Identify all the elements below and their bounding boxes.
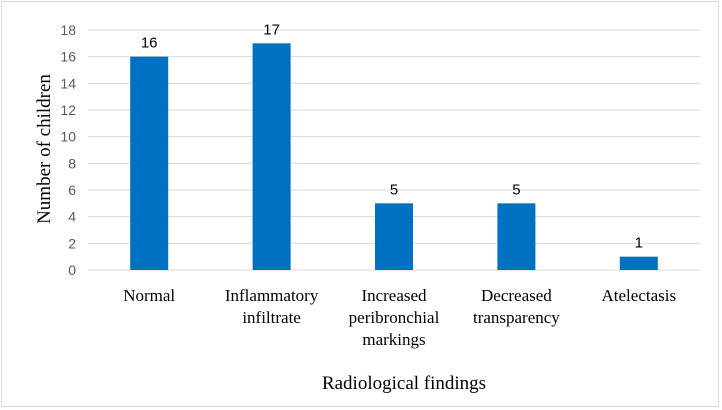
bar [252, 43, 291, 271]
bar [619, 256, 658, 270]
x-category-label: peribronchial [349, 308, 440, 327]
y-tick-label: 0 [68, 262, 76, 278]
x-axis-category-labels: Normal Inflammatory infiltrate Increased per… [123, 286, 676, 349]
data-labels: 16 17 5 5 1 [141, 21, 643, 251]
y-tick-label: 8 [68, 155, 76, 171]
bar-data-label: 16 [141, 35, 158, 52]
bar-data-label: 5 [390, 181, 398, 198]
x-category-label: Inflammatory [225, 286, 319, 305]
bar-data-label: 5 [512, 181, 520, 198]
x-axis-title: Radiological findings [322, 373, 486, 394]
y-axis-title: Number of children [34, 74, 55, 224]
y-tick-label: 6 [68, 182, 76, 198]
y-tick-label: 16 [60, 49, 76, 65]
gridlines [88, 29, 700, 271]
bar [497, 203, 536, 270]
x-category-label: Increased [361, 286, 427, 305]
x-category-label: markings [362, 330, 425, 349]
bar-data-label: 1 [635, 235, 643, 252]
x-category-label: Atelectasis [602, 286, 677, 305]
y-tick-label: 4 [68, 209, 76, 225]
x-category-label: Normal [123, 286, 175, 305]
bar [130, 56, 169, 270]
bar [375, 203, 413, 270]
y-tick-label: 2 [68, 235, 76, 251]
x-category-label: transparency [473, 308, 560, 327]
y-tick-label: 10 [60, 129, 76, 145]
y-tick-label: 12 [60, 102, 76, 118]
bar-data-label: 17 [263, 21, 280, 38]
y-tick-label: 14 [60, 75, 76, 91]
x-category-label: infiltrate [242, 308, 301, 327]
bars [130, 43, 658, 271]
y-axis-tick-labels: 0 2 4 6 8 10 12 14 16 18 [60, 22, 76, 278]
y-tick-label: 18 [60, 22, 76, 38]
x-category-label: Decreased [481, 286, 552, 305]
